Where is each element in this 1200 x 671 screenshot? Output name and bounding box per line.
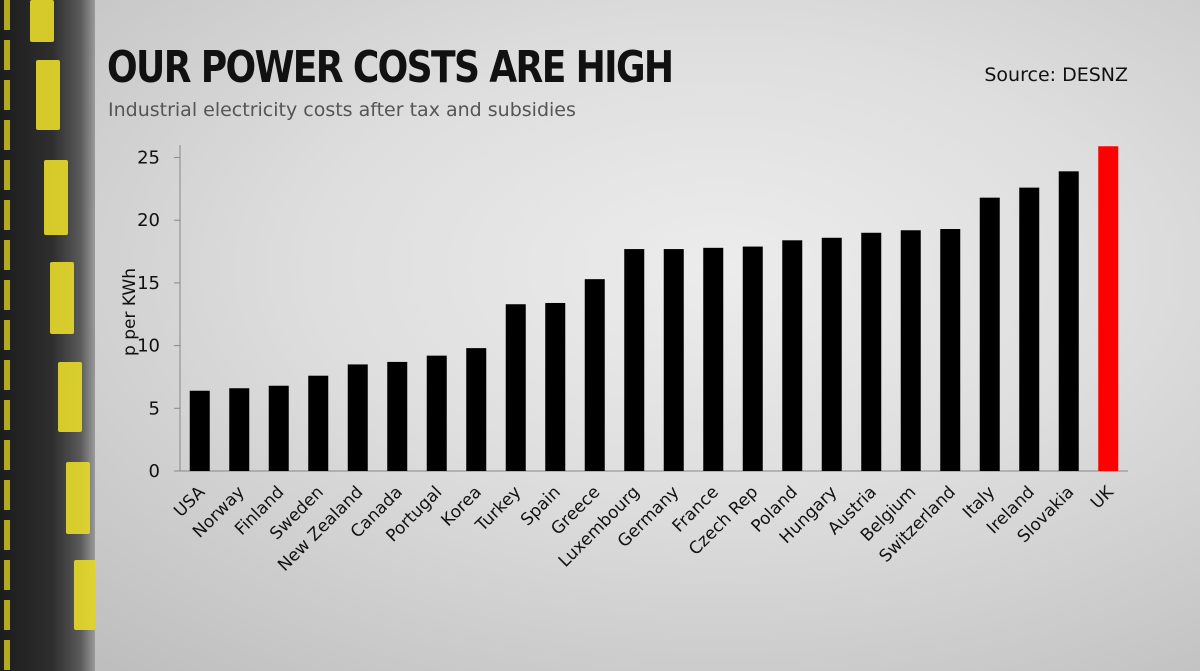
y-axis: 0 5 10 15 20 25 bbox=[137, 145, 1128, 482]
bar-luxembourg bbox=[624, 249, 645, 471]
bar-belgium bbox=[900, 230, 921, 471]
bar-switzerland bbox=[940, 229, 961, 471]
bar-turkey bbox=[505, 304, 526, 471]
bar-italy bbox=[979, 197, 1000, 471]
bar-poland bbox=[782, 240, 803, 471]
bar-france bbox=[703, 247, 724, 471]
bar-spain bbox=[545, 302, 566, 471]
road-stripe bbox=[36, 60, 60, 130]
chart-subtitle: Industrial electricity costs after tax a… bbox=[108, 99, 576, 121]
road-stripe bbox=[50, 262, 74, 334]
bar-hungary bbox=[821, 237, 842, 471]
y-tick-label: 0 bbox=[149, 461, 160, 482]
y-axis-label: p per KWh bbox=[120, 268, 140, 356]
road-stripe bbox=[66, 462, 90, 534]
chart-title: OUR POWER COSTS ARE HIGH bbox=[107, 42, 674, 93]
bar-finland bbox=[268, 385, 289, 471]
road-stripe bbox=[58, 362, 82, 432]
bar-germany bbox=[663, 249, 684, 471]
y-tick-label: 10 bbox=[137, 336, 160, 357]
bar-norway bbox=[229, 388, 250, 471]
bar-uk bbox=[1098, 146, 1119, 471]
source-label: Source: DESNZ bbox=[984, 64, 1128, 86]
bar-sweden bbox=[308, 375, 329, 471]
bar-slovakia bbox=[1058, 171, 1079, 472]
bar-canada bbox=[387, 361, 408, 471]
road-stripe bbox=[30, 0, 54, 42]
y-tick-label: 20 bbox=[137, 210, 160, 231]
y-tick-label: 15 bbox=[137, 273, 160, 294]
x-tick-label: UK bbox=[1087, 482, 1118, 513]
bar-new-zealand bbox=[347, 364, 368, 471]
y-tick-label: 25 bbox=[137, 148, 160, 169]
road-stripe bbox=[74, 560, 95, 630]
bar-ireland bbox=[1019, 187, 1040, 471]
bar-greece bbox=[584, 279, 605, 471]
y-tick-label: 5 bbox=[149, 398, 160, 419]
bar-czech-rep bbox=[742, 246, 763, 471]
road-edge-line bbox=[4, 0, 10, 671]
road-image bbox=[0, 0, 95, 671]
bar-portugal bbox=[426, 355, 447, 471]
bars bbox=[189, 146, 1119, 472]
bar-korea bbox=[466, 348, 487, 471]
bar-usa bbox=[189, 390, 210, 471]
bar-austria bbox=[861, 232, 882, 471]
road-stripe bbox=[44, 160, 68, 235]
